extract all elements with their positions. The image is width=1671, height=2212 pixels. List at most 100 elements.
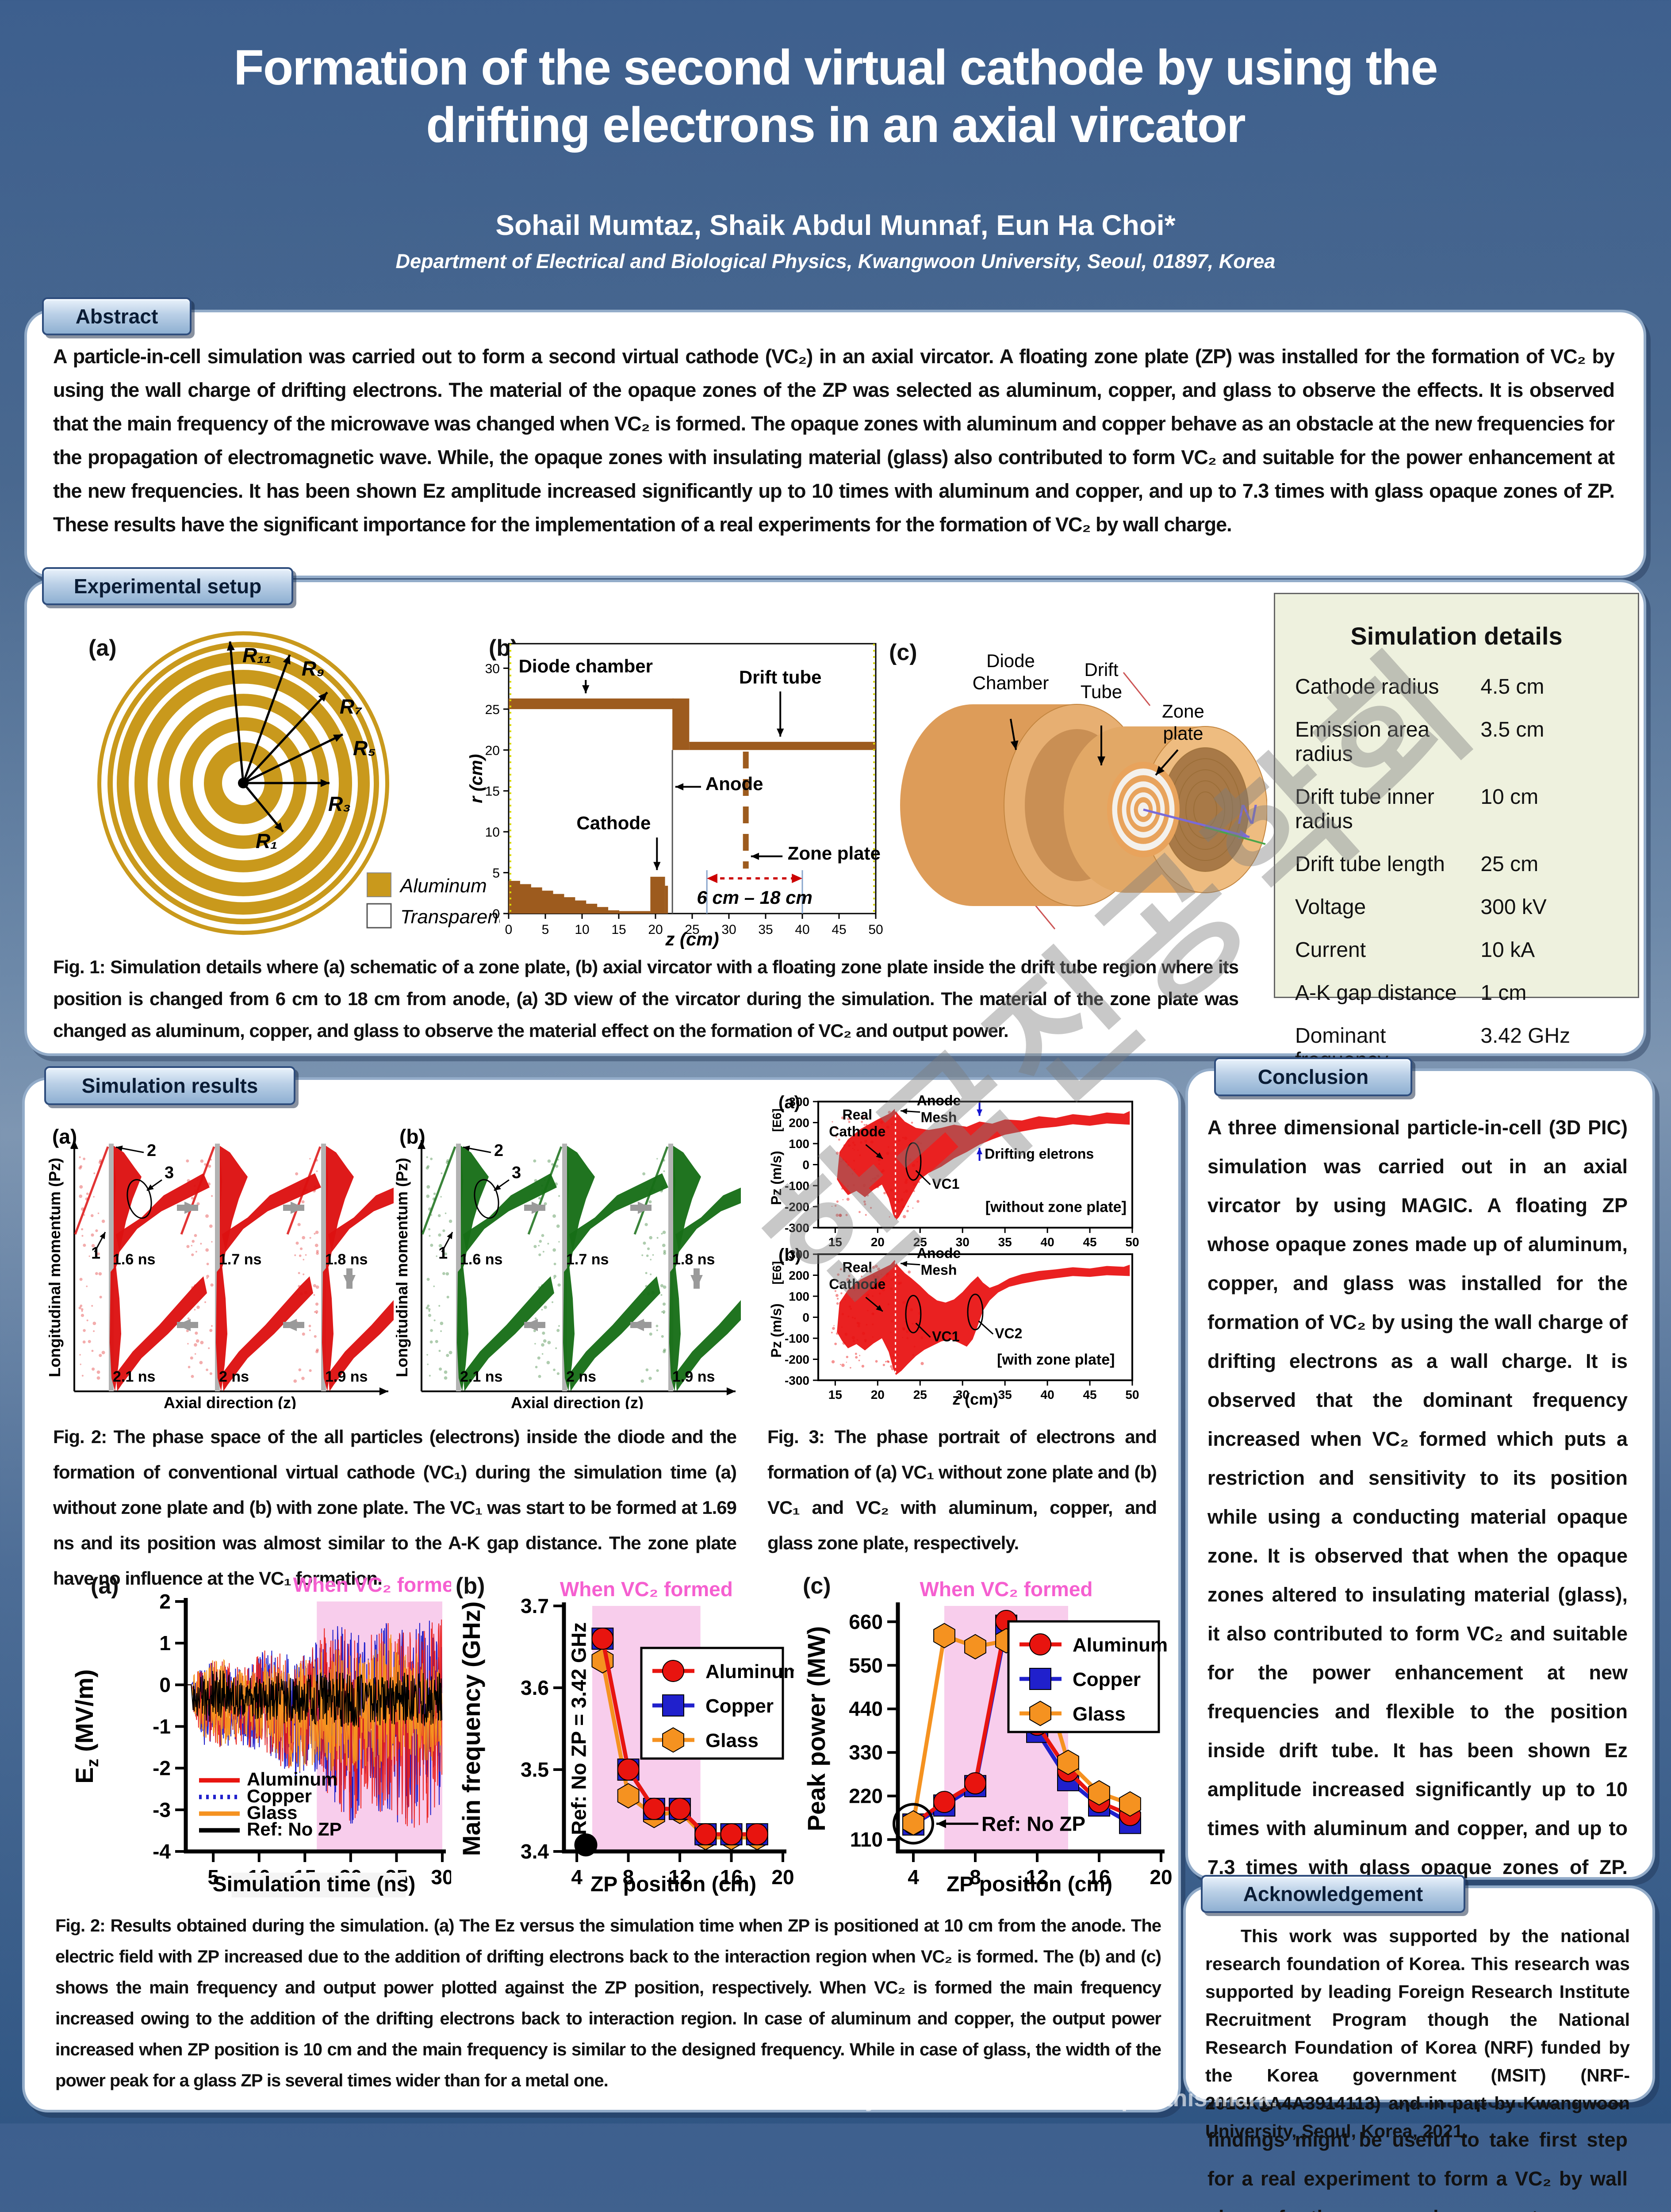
chart-c-label: (c) bbox=[803, 1573, 831, 1599]
svg-text:Ref: No ZP = 3.42 GHz: Ref: No ZP = 3.42 GHz bbox=[567, 1622, 590, 1835]
svg-text:20: 20 bbox=[648, 922, 663, 937]
svg-text:3.5: 3.5 bbox=[521, 1758, 549, 1781]
svg-text:Anode: Anode bbox=[917, 1245, 961, 1261]
svg-text:16: 16 bbox=[1088, 1866, 1110, 1889]
chart-a-label: (a) bbox=[91, 1573, 119, 1599]
svg-text:Ref: No ZP: Ref: No ZP bbox=[981, 1812, 1085, 1835]
svg-text:Mesh: Mesh bbox=[921, 1110, 957, 1125]
svg-text:10: 10 bbox=[485, 825, 500, 840]
svg-text:100: 100 bbox=[789, 1290, 809, 1303]
conclusion-tab: Conclusion bbox=[1214, 1057, 1412, 1096]
svg-text:2: 2 bbox=[494, 1141, 503, 1160]
svg-text:-300: -300 bbox=[785, 1221, 809, 1235]
svg-text:110: 110 bbox=[850, 1828, 883, 1851]
svg-text:50: 50 bbox=[1125, 1235, 1139, 1249]
sim-row: Drift tube inner radius 10 cm bbox=[1295, 785, 1539, 833]
sim-row: Drift tube length 25 cm bbox=[1295, 853, 1539, 876]
svg-text:4: 4 bbox=[908, 1866, 919, 1889]
sim-row: Voltage 300 kV bbox=[1295, 895, 1547, 919]
svg-text:0: 0 bbox=[802, 1158, 809, 1172]
svg-text:N: N bbox=[1237, 799, 1257, 830]
svg-text:Anode: Anode bbox=[917, 1093, 961, 1109]
svg-text:4: 4 bbox=[571, 1866, 583, 1889]
svg-text:15: 15 bbox=[828, 1388, 842, 1402]
svg-text:3.4: 3.4 bbox=[521, 1840, 549, 1863]
svg-text:440: 440 bbox=[849, 1697, 883, 1720]
conclusion-box bbox=[1185, 1068, 1655, 1880]
svg-text:When VC₂ formed: When VC₂ formed bbox=[920, 1578, 1093, 1601]
svg-text:[with zone plate]: [with zone plate] bbox=[997, 1351, 1115, 1368]
svg-text:20: 20 bbox=[871, 1235, 885, 1249]
svg-text:-200: -200 bbox=[785, 1200, 809, 1214]
abstract-box bbox=[24, 310, 1646, 578]
svg-text:15: 15 bbox=[611, 922, 626, 937]
svg-text:3: 3 bbox=[512, 1164, 521, 1182]
svg-text:1.7 ns: 1.7 ns bbox=[566, 1251, 609, 1268]
svg-text:-200: -200 bbox=[785, 1353, 809, 1367]
sim-details-box: Simulation details Cathode radius 4.5 cm … bbox=[1274, 593, 1639, 1115]
svg-text:ZP position (cm): ZP position (cm) bbox=[590, 1873, 756, 1896]
chart-b-label: (b) bbox=[456, 1573, 485, 1599]
svg-text:3: 3 bbox=[165, 1164, 174, 1182]
svg-text:15: 15 bbox=[828, 1235, 842, 1249]
svg-text:-100: -100 bbox=[785, 1332, 809, 1345]
svg-text:15: 15 bbox=[485, 784, 500, 799]
svg-text:16: 16 bbox=[720, 1866, 743, 1889]
svg-text:Aluminum: Aluminum bbox=[1073, 1634, 1168, 1656]
svg-text:200: 200 bbox=[789, 1116, 809, 1130]
chart-ez-vs-time: When VC₂ formed210-1-2-3-451015202530Alu… bbox=[70, 1573, 451, 1897]
svg-text:Diode chamber: Diode chamber bbox=[519, 656, 653, 676]
abstract-text: A particle-in-cell simulation was carrie… bbox=[53, 345, 1615, 536]
fig2-caption: Fig. 2: The phase space of the all parti… bbox=[53, 1426, 737, 1589]
svg-text:-2: -2 bbox=[153, 1757, 171, 1780]
svg-text:Glass: Glass bbox=[705, 1730, 759, 1751]
poster-affiliation: Department of Electrical and Biological … bbox=[395, 250, 1276, 273]
svg-text:200: 200 bbox=[789, 1269, 809, 1283]
svg-text:(a): (a) bbox=[778, 1093, 800, 1112]
sim-row: Emission area radius 3.5 cm bbox=[1295, 718, 1545, 766]
fig1a-zone-plate: R₁ R₃ R₅ R₇ R₉ R₁₁ Aluminum Transparent bbox=[97, 631, 500, 935]
fig1-caption: Fig. 1: Simulation details where (a) sch… bbox=[53, 956, 1239, 1041]
svg-text:12: 12 bbox=[668, 1866, 691, 1889]
fig2b-phase-space: (b)Longitudinal momentum (Pz)Axial direc… bbox=[396, 1126, 741, 1409]
svg-text:Anode: Anode bbox=[705, 773, 763, 794]
poster-authors: Sohail Mumtaz, Shaik Abdul Munnaf, Eun H… bbox=[495, 209, 1176, 241]
svg-text:1.9 ns: 1.9 ns bbox=[325, 1368, 368, 1385]
svg-text:Transparent: Transparent bbox=[400, 906, 500, 928]
svg-text:5: 5 bbox=[207, 1866, 219, 1889]
svg-text:Longitudinal momentum (Pz): Longitudinal momentum (Pz) bbox=[49, 1158, 64, 1377]
svg-text:plate: plate bbox=[1163, 723, 1203, 744]
acknowledgement-text: This work was supported by the national … bbox=[1205, 1926, 1630, 2141]
svg-text:20: 20 bbox=[771, 1866, 794, 1889]
svg-text:2 ns: 2 ns bbox=[566, 1368, 596, 1385]
svg-text:8: 8 bbox=[623, 1866, 634, 1889]
fig1a-label: (a) bbox=[88, 635, 117, 661]
svg-text:0: 0 bbox=[492, 907, 500, 922]
svg-text:45: 45 bbox=[832, 922, 846, 937]
svg-text:z (cm): z (cm) bbox=[952, 1390, 998, 1408]
svg-text:R₁₁: R₁₁ bbox=[242, 644, 272, 667]
svg-text:Aluminum: Aluminum bbox=[247, 1769, 337, 1790]
svg-text:When VC₂ formed: When VC₂ formed bbox=[293, 1573, 451, 1596]
svg-text:550: 550 bbox=[849, 1654, 883, 1677]
svg-text:Aluminum: Aluminum bbox=[705, 1661, 794, 1682]
svg-text:Pz (m/s): Pz (m/s) bbox=[768, 1303, 784, 1358]
svg-text:1: 1 bbox=[438, 1244, 448, 1263]
svg-text:Cathode: Cathode bbox=[576, 813, 651, 833]
svg-text:1.6 ns: 1.6 ns bbox=[113, 1251, 155, 1268]
fig1c-label: (c) bbox=[889, 640, 917, 665]
svg-text:-4: -4 bbox=[153, 1840, 171, 1863]
svg-text:Zone: Zone bbox=[1162, 701, 1204, 722]
svg-text:0: 0 bbox=[505, 922, 513, 937]
sim-row: Cathode radius 4.5 cm bbox=[1295, 675, 1545, 699]
chart-frequency-vs-position: When VC₂ formed 3.4 3.5 3.6 3.7 4 8 12 16 20 Alumi… bbox=[457, 1578, 794, 1896]
svg-text:0: 0 bbox=[159, 1673, 171, 1696]
svg-text:[without zone plate]: [without zone plate] bbox=[985, 1198, 1127, 1215]
svg-text:Tube: Tube bbox=[1081, 681, 1122, 702]
svg-text:100: 100 bbox=[789, 1137, 809, 1151]
svg-text:R₃: R₃ bbox=[328, 792, 351, 815]
svg-text:R₇: R₇ bbox=[340, 695, 362, 718]
svg-text:220: 220 bbox=[849, 1785, 883, 1808]
svg-text:-300: -300 bbox=[785, 1374, 809, 1387]
